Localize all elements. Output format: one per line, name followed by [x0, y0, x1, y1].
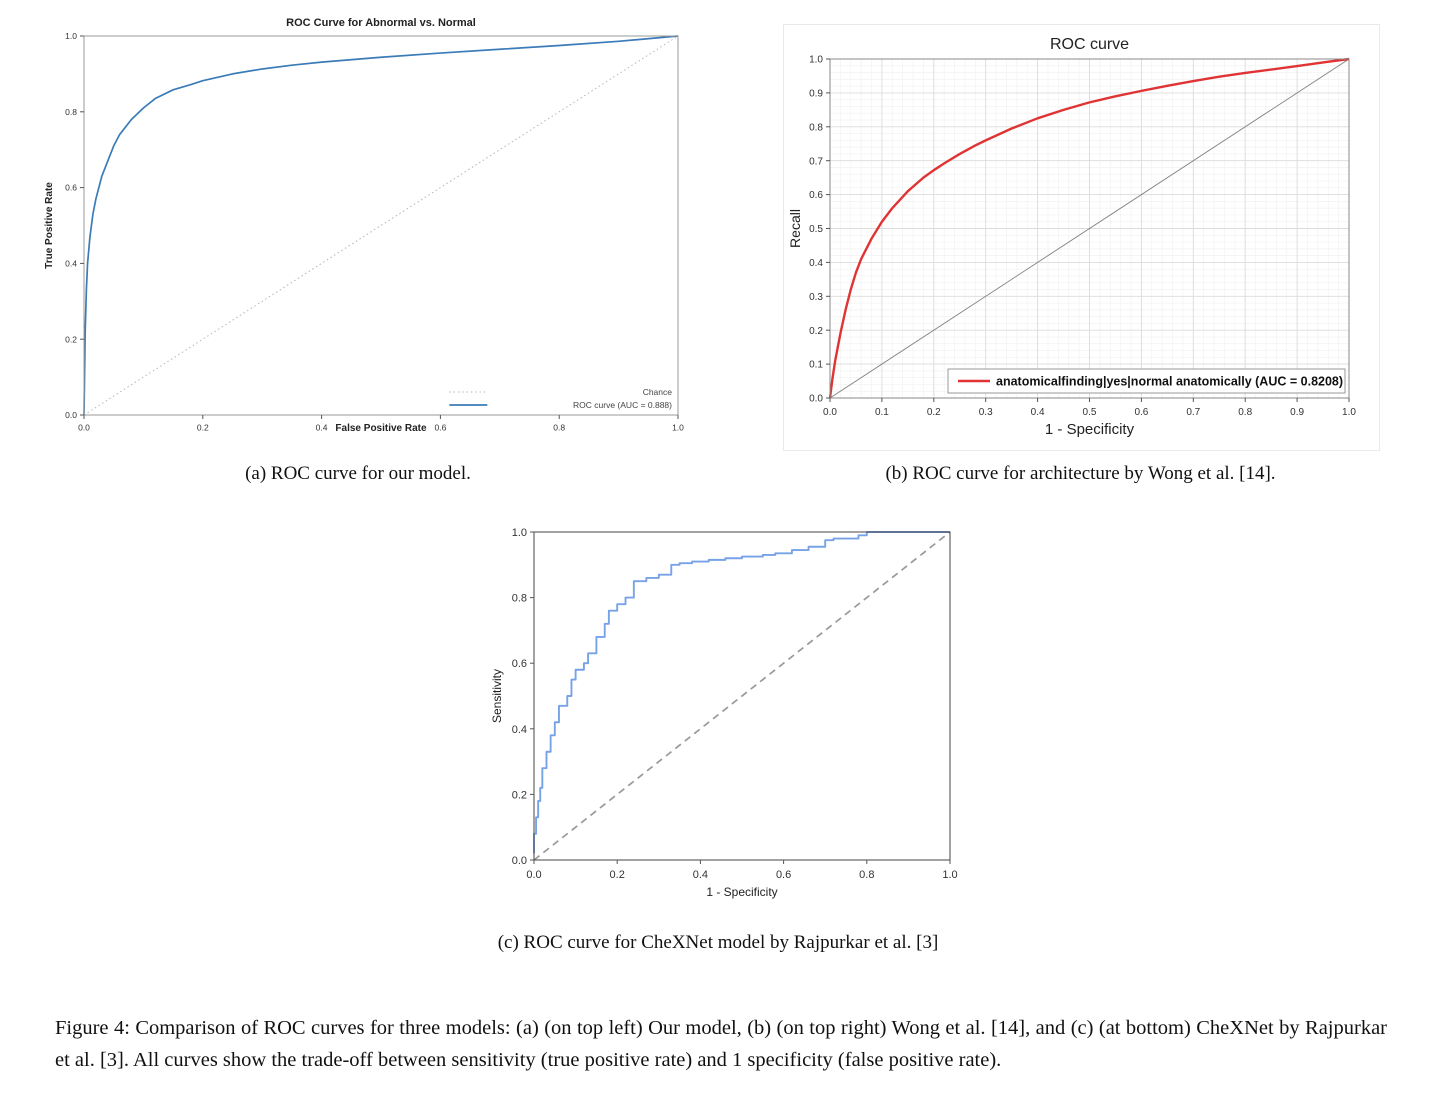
svg-text:0.2: 0.2: [512, 789, 527, 801]
svg-text:0.8: 0.8: [65, 107, 77, 117]
svg-text:ROC curve (AUC = 0.888): ROC curve (AUC = 0.888): [573, 400, 672, 410]
svg-text:1 - Specificity: 1 - Specificity: [1045, 421, 1135, 438]
svg-text:1 - Specificity: 1 - Specificity: [706, 885, 777, 899]
svg-text:0.7: 0.7: [809, 156, 823, 167]
svg-text:0.2: 0.2: [927, 407, 941, 418]
caption-c: (c) ROC curve for CheXNet model by Rajpu…: [497, 932, 939, 953]
svg-text:ROC Curve for Abnormal vs. Nor: ROC Curve for Abnormal vs. Normal: [286, 17, 476, 29]
svg-text:0.6: 0.6: [1134, 407, 1148, 418]
roc-chart-a-svg: 0.0 0.2 0.4 0.6 0.8 1.0 0.0 0.2 0.4 0.6 0.8 1.0 ROC …: [44, 17, 684, 434]
svg-text:0.9: 0.9: [809, 89, 823, 100]
svg-text:0.6: 0.6: [434, 423, 446, 433]
svg-text:Recall: Recall: [787, 209, 803, 248]
svg-text:1.0: 1.0: [809, 55, 823, 66]
svg-text:0.0: 0.0: [65, 410, 77, 420]
svg-text:1.0: 1.0: [65, 31, 77, 41]
svg-text:1.0: 1.0: [942, 869, 957, 881]
svg-text:1.0: 1.0: [672, 423, 684, 433]
svg-text:0.4: 0.4: [316, 423, 328, 433]
svg-text:0.8: 0.8: [512, 593, 527, 605]
svg-text:0.8: 0.8: [809, 122, 823, 133]
svg-text:0.3: 0.3: [809, 292, 823, 303]
svg-text:False Positive Rate: False Positive Rate: [335, 423, 427, 434]
svg-text:0.2: 0.2: [197, 423, 209, 433]
roc-chart-c: 0.0 0.2 0.4 0.6 0.8 1.0 0.0 0.2 0.4 0.6 0.8 1.0 1 - …: [486, 518, 966, 910]
svg-text:0.0: 0.0: [809, 394, 823, 405]
svg-text:0.4: 0.4: [693, 869, 708, 881]
svg-text:0.4: 0.4: [809, 258, 823, 269]
svg-text:ROC curve: ROC curve: [1050, 36, 1129, 53]
svg-text:0.9: 0.9: [1290, 407, 1304, 418]
svg-text:0.2: 0.2: [809, 326, 823, 337]
svg-text:0.3: 0.3: [979, 407, 993, 418]
svg-text:0.6: 0.6: [809, 190, 823, 201]
svg-text:0.6: 0.6: [65, 183, 77, 193]
svg-text:0.5: 0.5: [1083, 407, 1097, 418]
svg-text:0.8: 0.8: [1238, 407, 1252, 418]
svg-text:0.8: 0.8: [553, 423, 565, 433]
figure-caption: Figure 4: Comparison of ROC curves for t…: [55, 1017, 1387, 1072]
svg-text:0.4: 0.4: [1031, 407, 1045, 418]
svg-text:0.4: 0.4: [512, 724, 527, 736]
roc-chart-c-svg: 0.0 0.2 0.4 0.6 0.8 1.0 0.0 0.2 0.4 0.6 0.8 1.0 1 - …: [490, 527, 958, 899]
svg-text:Chance: Chance: [643, 387, 673, 397]
svg-text:0.0: 0.0: [512, 855, 527, 867]
roc-chart-b-svg: 0.0 0.1 0.2 0.3 0.4 0.5 0.6 0.7 0.8 0.9 1.0 0.0 0.1 0…: [787, 36, 1356, 438]
svg-text:0.4: 0.4: [65, 258, 77, 268]
svg-text:1.0: 1.0: [512, 527, 527, 539]
svg-text:0.1: 0.1: [809, 360, 823, 371]
svg-text:0.6: 0.6: [776, 869, 791, 881]
svg-text:0.6: 0.6: [512, 658, 527, 670]
svg-text:anatomicalfinding|yes|normal a: anatomicalfinding|yes|normal anatomicall…: [996, 375, 1343, 389]
svg-text:0.7: 0.7: [1186, 407, 1200, 418]
svg-text:0.2: 0.2: [65, 334, 77, 344]
svg-text:0.0: 0.0: [526, 869, 541, 881]
caption-a: (a) ROC curve for our model.: [245, 463, 471, 484]
svg-text:0.8: 0.8: [859, 869, 874, 881]
svg-text:0.0: 0.0: [78, 423, 90, 433]
svg-text:1.0: 1.0: [1342, 407, 1356, 418]
svg-text:0.0: 0.0: [823, 407, 837, 418]
svg-text:0.5: 0.5: [809, 224, 823, 235]
roc-chart-a: 0.0 0.2 0.4 0.6 0.8 1.0 0.0 0.2 0.4 0.6 0.8 1.0 ROC …: [28, 10, 688, 445]
svg-text:Sensitivity: Sensitivity: [490, 669, 504, 723]
svg-text:0.1: 0.1: [875, 407, 889, 418]
svg-text:True Positive Rate: True Positive Rate: [44, 182, 55, 269]
caption-b: (b) ROC curve for architecture by Wong e…: [885, 463, 1276, 484]
svg-text:0.2: 0.2: [610, 869, 625, 881]
roc-chart-b: 0.0 0.1 0.2 0.3 0.4 0.5 0.6 0.7 0.8 0.9 1.0 0.0 0.1 0…: [783, 24, 1380, 451]
